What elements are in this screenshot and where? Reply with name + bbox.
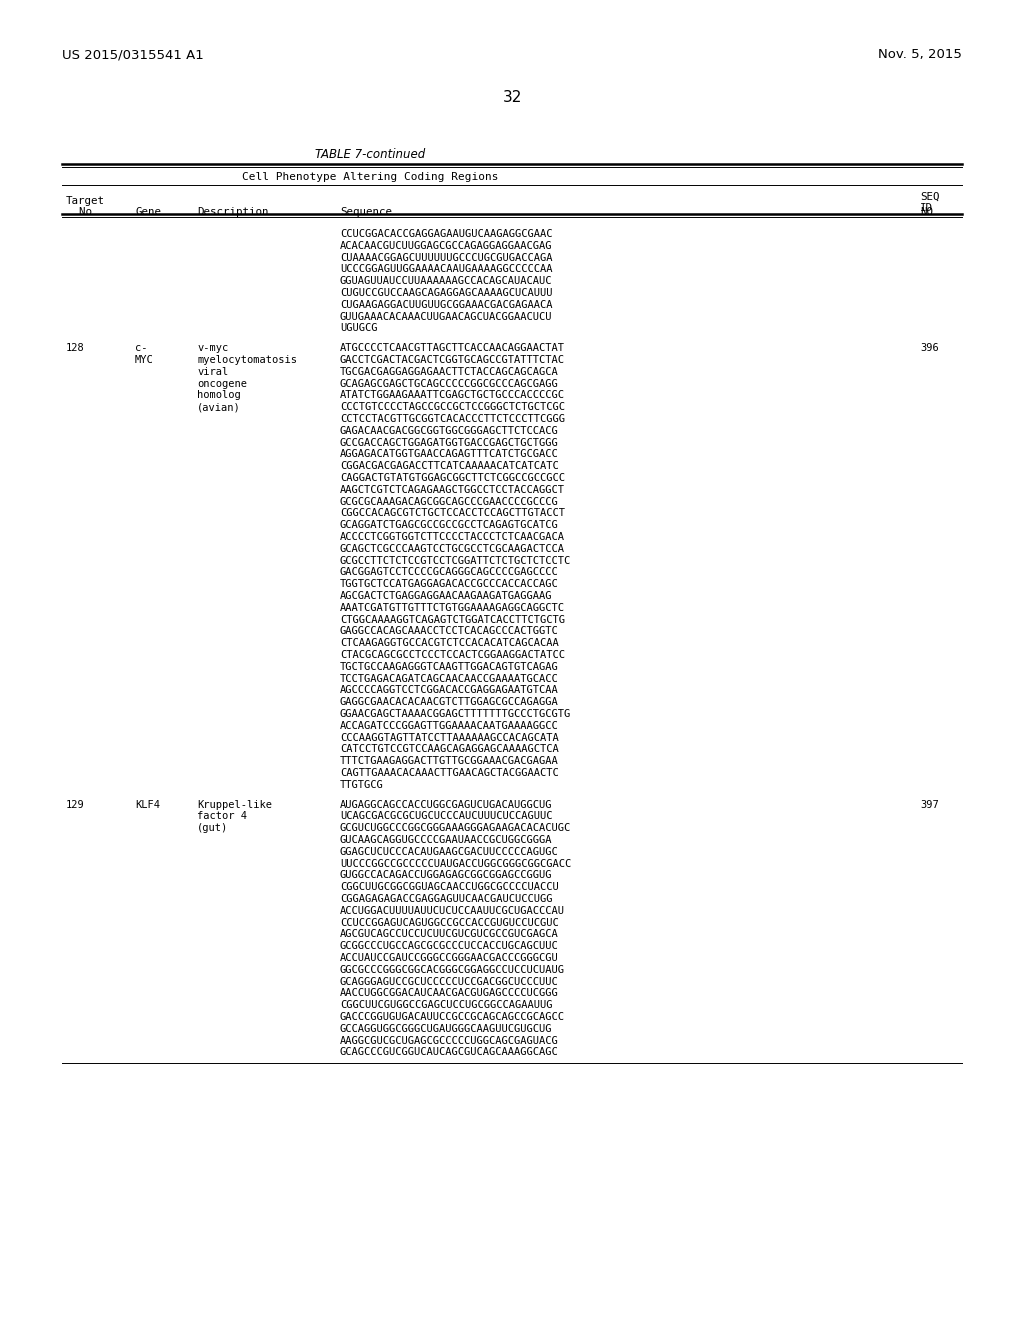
Text: GACCCGGUGUGACAUUCCGCCGCAGCAGCCGCAGCC: GACCCGGUGUGACAUUCCGCCGCAGCAGCCGCAGCC (340, 1012, 565, 1022)
Text: GACCTCGACTACGACTCGGTGCAGCCGTATTTCTAC: GACCTCGACTACGACTCGGTGCAGCCGTATTTCTAC (340, 355, 565, 366)
Text: AGGAGACATGGTGAACCAGAGTTTCATCTGCGACC: AGGAGACATGGTGAACCAGAGTTTCATCTGCGACC (340, 449, 559, 459)
Text: ID: ID (920, 203, 933, 213)
Text: TGGTGCTCCATGAGGAGACACCGCCCACCACCAGC: TGGTGCTCCATGAGGAGACACCGCCCACCACCAGC (340, 579, 559, 589)
Text: CGGACGACGAGACCTTCATCAAAAACATCATCATC: CGGACGACGAGACCTTCATCAAAAACATCATCATC (340, 461, 559, 471)
Text: GCAGCCCGUCGGUCAUCAGCGUCAGCAAAGGCAGC: GCAGCCCGUCGGUCAUCAGCGUCAGCAAAGGCAGC (340, 1047, 559, 1057)
Text: UCAGCGACGCGCUGCUCCCAUCUUUCUCCAGUUC: UCAGCGACGCGCUGCUCCCAUCUUUCUCCAGUUC (340, 812, 553, 821)
Text: Target: Target (66, 195, 105, 206)
Text: GUGGCCACAGACCUGGAGAGCGGCGGAGCCGGUG: GUGGCCACAGACCUGGAGAGCGGCGGAGCCGGUG (340, 870, 553, 880)
Text: MYC: MYC (135, 355, 154, 366)
Text: No: No (66, 207, 92, 216)
Text: GACGGAGTCCTCCCCGCAGGGCAGCCCCGAGCCCC: GACGGAGTCCTCCCCGCAGGGCAGCCCCGAGCCCC (340, 568, 559, 577)
Text: AGCGUCAGCCUCCUCUUCGUCGUCGCCGUCGAGCA: AGCGUCAGCCUCCUCUUCGUCGUCGCCGUCGAGCA (340, 929, 559, 940)
Text: GAGGCGAACACACAACGTCTTGGAGCGCCAGAGGA: GAGGCGAACACACAACGTCTTGGAGCGCCAGAGGA (340, 697, 559, 708)
Text: CCCTGTCCCCTAGCCGCCGCTCCGGGCTCTGCTCGC: CCCTGTCCCCTAGCCGCCGCTCCGGGCTCTGCTCGC (340, 403, 565, 412)
Text: GCAGGATCTGAGCGCCGCCGCCTCAGAGTGCATCG: GCAGGATCTGAGCGCCGCCGCCTCAGAGTGCATCG (340, 520, 559, 531)
Text: GCAGAGCGAGCTGCAGCCCCCGGCGCCCAGCGAGG: GCAGAGCGAGCTGCAGCCCCCGGCGCCCAGCGAGG (340, 379, 559, 388)
Text: GGCGCCCGGGCGGCACGGGCGGAGGCCUCCUCUAUG: GGCGCCCGGGCGGCACGGGCGGAGGCCUCCUCUAUG (340, 965, 565, 974)
Text: CAGTTGAAACACAAACTTGAACAGCTACGGAACTC: CAGTTGAAACACAAACTTGAACAGCTACGGAACTC (340, 768, 559, 777)
Text: homolog: homolog (197, 391, 241, 400)
Text: GCCAGGUGGCGGGCUGAUGGGCAAGUUCGUGCUG: GCCAGGUGGCGGGCUGAUGGGCAAGUUCGUGCUG (340, 1024, 553, 1034)
Text: CTGGCAAAAGGTCAGAGTCTGGATCACCTTCTGCTG: CTGGCAAAAGGTCAGAGTCTGGATCACCTTCTGCTG (340, 615, 565, 624)
Text: CCUCGGACACCGAGGAGAAUGUCAAGAGGCGAAC: CCUCGGACACCGAGGAGAAUGUCAAGAGGCGAAC (340, 228, 553, 239)
Text: AGCCCCAGGTCCTCGGACACCGAGGAGAATGTCAA: AGCCCCAGGTCCTCGGACACCGAGGAGAATGTCAA (340, 685, 559, 696)
Text: GUUGAAACACAAACUUGAACAGCUACGGAACUCU: GUUGAAACACAAACUUGAACAGCUACGGAACUCU (340, 312, 553, 322)
Text: TABLE 7-continued: TABLE 7-continued (314, 148, 425, 161)
Text: UUCCCGGCCGCCCCCUAUGACCUGGCGGGCGGCGACC: UUCCCGGCCGCCCCCUAUGACCUGGCGGGCGGCGACC (340, 858, 571, 869)
Text: (avian): (avian) (197, 403, 241, 412)
Text: TCCTGAGACAGATCAGCAACAACCGAAAATGCACC: TCCTGAGACAGATCAGCAACAACCGAAAATGCACC (340, 673, 559, 684)
Text: AGCGACTCTGAGGAGGAACAAGAAGATGAGGAAG: AGCGACTCTGAGGAGGAACAAGAAGATGAGGAAG (340, 591, 553, 601)
Text: GGAGCUCUCCCACAUGAAGCGACUUCCCCCAGUGC: GGAGCUCUCCCACAUGAAGCGACUUCCCCCAGUGC (340, 847, 559, 857)
Text: ACCAGATCCCGGAGTTGGAAAACAATGAAAAGGCC: ACCAGATCCCGGAGTTGGAAAACAATGAAAAGGCC (340, 721, 559, 731)
Text: oncogene: oncogene (197, 379, 247, 388)
Text: c-: c- (135, 343, 147, 354)
Text: CUGUCCGUCCAAGCAGAGGAGCAAAAGCUCAUUU: CUGUCCGUCCAAGCAGAGGAGCAAAAGCUCAUUU (340, 288, 553, 298)
Text: GCCGACCAGCTGGAGATGGTGACCGAGCTGCTGGG: GCCGACCAGCTGGAGATGGTGACCGAGCTGCTGGG (340, 438, 559, 447)
Text: CATCCTGTCCGTCCAAGCAGAGGAGCAAAAGCTCA: CATCCTGTCCGTCCAAGCAGAGGAGCAAAAGCTCA (340, 744, 559, 755)
Text: TTTCTGAAGAGGACTTGTTGCGGAAACGACGAGAA: TTTCTGAAGAGGACTTGTTGCGGAAACGACGAGAA (340, 756, 559, 766)
Text: GCAGCTCGCCCAAGTCCTGCGCCTCGCAAGACTCCA: GCAGCTCGCCCAAGTCCTGCGCCTCGCAAGACTCCA (340, 544, 565, 554)
Text: Description: Description (197, 207, 268, 216)
Text: NO: NO (920, 207, 933, 216)
Text: UGUGCG: UGUGCG (340, 323, 378, 334)
Text: GAGACAACGACGGCGGTGGCGGGAGCTTCTCCACG: GAGACAACGACGGCGGTGGCGGGAGCTTCTCCACG (340, 426, 559, 436)
Text: 396: 396 (920, 343, 939, 354)
Text: GCAGGGAGUCCGCUCCCCCUCCGACGGCUCCCUUC: GCAGGGAGUCCGCUCCCCCUCCGACGGCUCCCUUC (340, 977, 559, 986)
Text: CTCAAGAGGTGCCACGTCTCCACACATCAGCACAA: CTCAAGAGGTGCCACGTCTCCACACATCAGCACAA (340, 638, 559, 648)
Text: TGCTGCCAAGAGGGTCAAGTTGGACAGTGTCAGAG: TGCTGCCAAGAGGGTCAAGTTGGACAGTGTCAGAG (340, 661, 559, 672)
Text: factor 4: factor 4 (197, 812, 247, 821)
Text: 32: 32 (503, 90, 521, 106)
Text: ATGCCCCTCAACGTTAGCTTCACCAACAGGAACTAT: ATGCCCCTCAACGTTAGCTTCACCAACAGGAACTAT (340, 343, 565, 354)
Text: AUGAGGCAGCCACCUGGCGAGUCUGACAUGGCUG: AUGAGGCAGCCACCUGGCGAGUCUGACAUGGCUG (340, 800, 553, 809)
Text: myelocytomatosis: myelocytomatosis (197, 355, 297, 366)
Text: CGGCUUCGUGGCCGAGCUCCUGCGGCCAGAAUUG: CGGCUUCGUGGCCGAGCUCCUGCGGCCAGAAUUG (340, 1001, 553, 1010)
Text: 128: 128 (66, 343, 85, 354)
Text: 397: 397 (920, 800, 939, 809)
Text: CCTCCTACGTTGCGGTCACACCCTTCTCCCTTCGGG: CCTCCTACGTTGCGGTCACACCCTTCTCCCTTCGGG (340, 414, 565, 424)
Text: CUAAAACGGAGCUUUUUUGCCCUGCGUGACCAGA: CUAAAACGGAGCUUUUUUGCCCUGCGUGACCAGA (340, 252, 553, 263)
Text: CCUCCGGAGUCAGUGGCCGCCACCGUGUCCUCGUC: CCUCCGGAGUCAGUGGCCGCCACCGUGUCCUCGUC (340, 917, 559, 928)
Text: ACCUAUCCGAUCCGGGCCGGGAACGACCCGGGCGU: ACCUAUCCGAUCCGGGCCGGGAACGACCCGGGCGU (340, 953, 559, 964)
Text: GGAACGAGCTAAAACGGAGCTTTTTTTGCCCTGCGTG: GGAACGAGCTAAAACGGAGCTTTTTTTGCCCTGCGTG (340, 709, 571, 719)
Text: CAGGACTGTATGTGGAGCGGCTTCTCGGCCGCCGCC: CAGGACTGTATGTGGAGCGGCTTCTCGGCCGCCGCC (340, 473, 565, 483)
Text: US 2015/0315541 A1: US 2015/0315541 A1 (62, 48, 204, 61)
Text: TTGTGCG: TTGTGCG (340, 780, 384, 789)
Text: ACCUGGACUUUUAUUCUCUCCAAUUCGCUGACCCAU: ACCUGGACUUUUAUUCUCUCCAAUUCGCUGACCCAU (340, 906, 565, 916)
Text: Gene: Gene (135, 207, 161, 216)
Text: CUGAAGAGGACUUGUUGCGGAAACGACGAGAACA: CUGAAGAGGACUUGUUGCGGAAACGACGAGAACA (340, 300, 553, 310)
Text: AACCUGGCGGACAUCAACGACGUGAGCCCCUCGGG: AACCUGGCGGACAUCAACGACGUGAGCCCCUCGGG (340, 989, 559, 998)
Text: GUCAAGCAGGUGCCCCGAAUAACCGCUGGCGGGA: GUCAAGCAGGUGCCCCGAAUAACCGCUGGCGGGA (340, 836, 553, 845)
Text: v-myc: v-myc (197, 343, 228, 354)
Text: TGCGACGAGGAGGAGAACTTCTACCAGCAGCAGCA: TGCGACGAGGAGGAGAACTTCTACCAGCAGCAGCA (340, 367, 559, 376)
Text: GCGUCUGGCCCGGCGGGAAAGGGAGAAGACACACUGC: GCGUCUGGCCCGGCGGGAAAGGGAGAAGACACACUGC (340, 824, 571, 833)
Text: AAGCTCGTCTCAGAGAAGCTGGCCTCCTACCAGGCT: AAGCTCGTCTCAGAGAAGCTGGCCTCCTACCAGGCT (340, 484, 565, 495)
Text: SEQ: SEQ (920, 191, 939, 202)
Text: UCCCGGAGUUGGAAAACAAUGAAAAGGCCCCCAA: UCCCGGAGUUGGAAAACAAUGAAAAGGCCCCCAA (340, 264, 553, 275)
Text: CCCAAGGTAGTTATCCTTAAAAAAGCCACAGCATA: CCCAAGGTAGTTATCCTTAAAAAAGCCACAGCATA (340, 733, 559, 743)
Text: AAGGCGUCGCUGAGCGCCCCCUGGCAGCGAGUACG: AAGGCGUCGCUGAGCGCCCCCUGGCAGCGAGUACG (340, 1036, 559, 1045)
Text: ATATCTGGAAGAAATTCGAGCTGCTGCCCACCCCGC: ATATCTGGAAGAAATTCGAGCTGCTGCCCACCCCGC (340, 391, 565, 400)
Text: Kruppel-like: Kruppel-like (197, 800, 272, 809)
Text: GCGCGCAAAGACAGCGGCAGCCCGAACCCCGCCCG: GCGCGCAAAGACAGCGGCAGCCCGAACCCCGCCCG (340, 496, 559, 507)
Text: CTACGCAGCGCCTCCCTCCACTCGGAAGGACTATCC: CTACGCAGCGCCTCCCTCCACTCGGAAGGACTATCC (340, 649, 565, 660)
Text: Nov. 5, 2015: Nov. 5, 2015 (879, 48, 962, 61)
Text: KLF4: KLF4 (135, 800, 160, 809)
Text: AAATCGATGTTGTTTCTGTGGAAAAGAGGCAGGCTC: AAATCGATGTTGTTTCTGTGGAAAAGAGGCAGGCTC (340, 603, 565, 612)
Text: GGUAGUUAUCCUUAAAAAAGCCACAGCAUACAUC: GGUAGUUAUCCUUAAAAAAGCCACAGCAUACAUC (340, 276, 553, 286)
Text: Sequence: Sequence (340, 207, 392, 216)
Text: viral: viral (197, 367, 228, 376)
Text: GAGGCCACAGCAAACCTCCTCACAGCCCACTGGTC: GAGGCCACAGCAAACCTCCTCACAGCCCACTGGTC (340, 627, 559, 636)
Text: (gut): (gut) (197, 824, 228, 833)
Text: 129: 129 (66, 800, 85, 809)
Text: GCGGCCCUGCCAGCGCGCCCUCCACCUGCAGCUUC: GCGGCCCUGCCAGCGCGCCCUCCACCUGCAGCUUC (340, 941, 559, 952)
Text: CGGCCACAGCGTCTGCTCCACCTCCAGCTTGTACCT: CGGCCACAGCGTCTGCTCCACCTCCAGCTTGTACCT (340, 508, 565, 519)
Text: CGGCUUGCGGCGGUAGCAACCUGGCGCCCCUACCU: CGGCUUGCGGCGGUAGCAACCUGGCGCCCCUACCU (340, 882, 559, 892)
Text: GCGCCTTCTCTCCGTCCTCGGATTCTCTGCTCTCCTC: GCGCCTTCTCTCCGTCCTCGGATTCTCTGCTCTCCTC (340, 556, 571, 565)
Text: ACCCCTCGGTGGTCTTCCCCTACCCTCTCAACGACA: ACCCCTCGGTGGTCTTCCCCTACCCTCTCAACGACA (340, 532, 565, 543)
Text: ACACAACGUCUUGGAGCGCCAGAGGAGGAACGAG: ACACAACGUCUUGGAGCGCCAGAGGAGGAACGAG (340, 240, 553, 251)
Text: CGGAGAGAGACCGAGGAGUUCAACGAUCUCCUGG: CGGAGAGAGACCGAGGAGUUCAACGAUCUCCUGG (340, 894, 553, 904)
Text: Cell Phenotype Altering Coding Regions: Cell Phenotype Altering Coding Regions (242, 172, 499, 182)
